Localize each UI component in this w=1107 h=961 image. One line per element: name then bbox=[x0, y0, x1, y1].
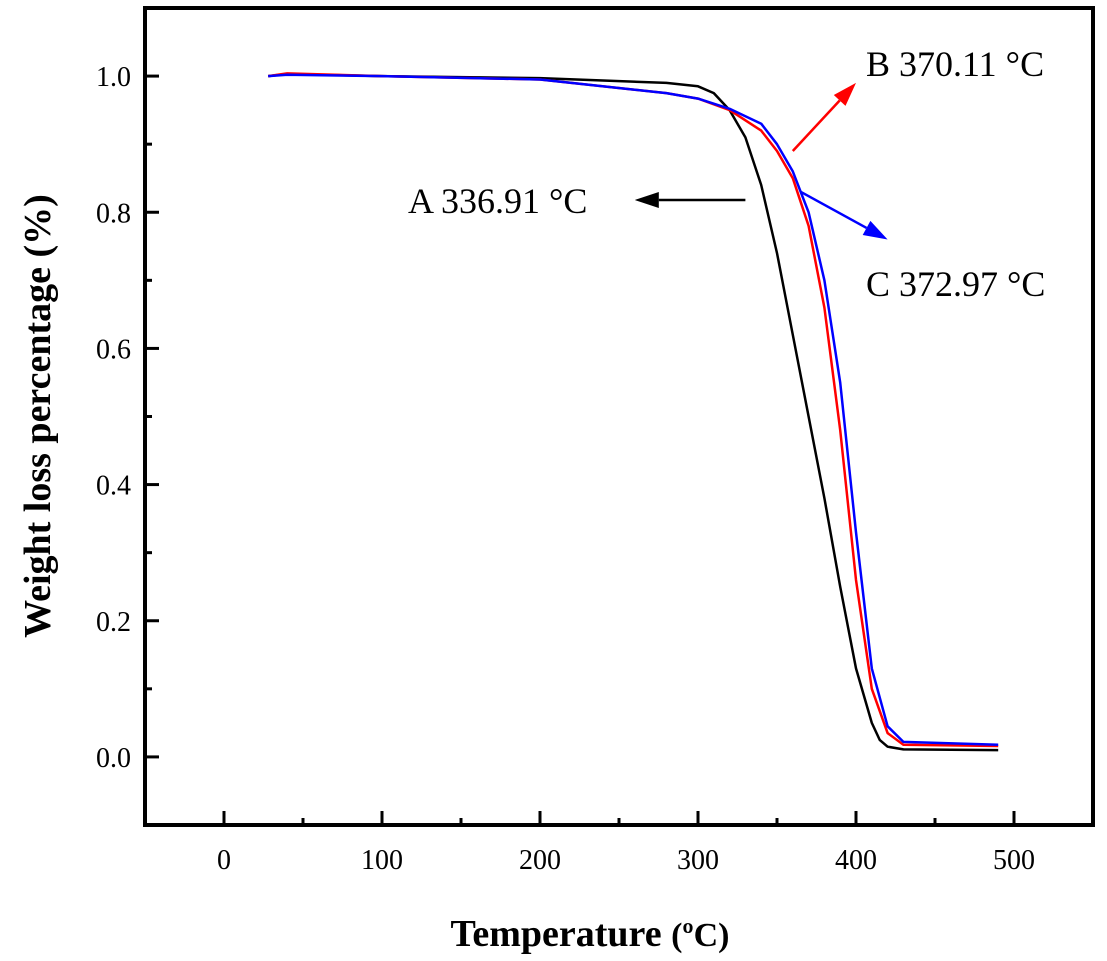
series-layer bbox=[268, 72, 999, 752]
x-tick-label: 100 bbox=[361, 845, 403, 876]
x-tick-label: 0 bbox=[217, 845, 231, 876]
plot-frame bbox=[143, 6, 1095, 827]
annotation-b-arrowhead bbox=[833, 82, 856, 106]
x-axis: 0 100 200 300 400 500 bbox=[143, 811, 1095, 876]
y-tick-label: 0.2 bbox=[96, 607, 131, 638]
annotation-c-label: C 372.97 °C bbox=[866, 264, 1045, 304]
series-line-c bbox=[268, 73, 999, 746]
x-tick-label: 300 bbox=[677, 845, 719, 876]
y-tick-label: 0.4 bbox=[96, 471, 131, 502]
annotation-c-arrowhead bbox=[862, 220, 888, 240]
y-tick-label: 0.0 bbox=[96, 743, 131, 774]
x-tick-label: 500 bbox=[993, 845, 1035, 876]
annotation-c-arrow bbox=[800, 190, 868, 230]
annotation-b-label: B 370.11 °C bbox=[866, 44, 1044, 84]
x-axis-title: Temperature (ºC) bbox=[451, 913, 730, 955]
series-line-a bbox=[268, 72, 999, 752]
series-line-b bbox=[268, 72, 999, 748]
y-tick-label: 1.0 bbox=[96, 62, 131, 93]
y-axis: 0.0 0.2 0.4 0.6 0.8 1.0 bbox=[96, 6, 159, 827]
annotation-a-arrowhead bbox=[634, 192, 659, 208]
y-tick-label: 0.6 bbox=[96, 334, 131, 365]
annotation-a-label: A 336.91 °C bbox=[408, 181, 587, 221]
x-axis-unit: (ºC) bbox=[671, 917, 729, 954]
annotation-layer bbox=[634, 82, 888, 240]
y-tick-label: 0.8 bbox=[96, 198, 131, 229]
x-tick-label: 200 bbox=[519, 845, 561, 876]
annotation-b-arrow bbox=[791, 99, 841, 152]
y-axis-title: Weight loss percentage (%) bbox=[17, 194, 59, 638]
x-tick-label: 400 bbox=[835, 845, 877, 876]
x-axis-title-text: Temperature bbox=[451, 913, 662, 955]
